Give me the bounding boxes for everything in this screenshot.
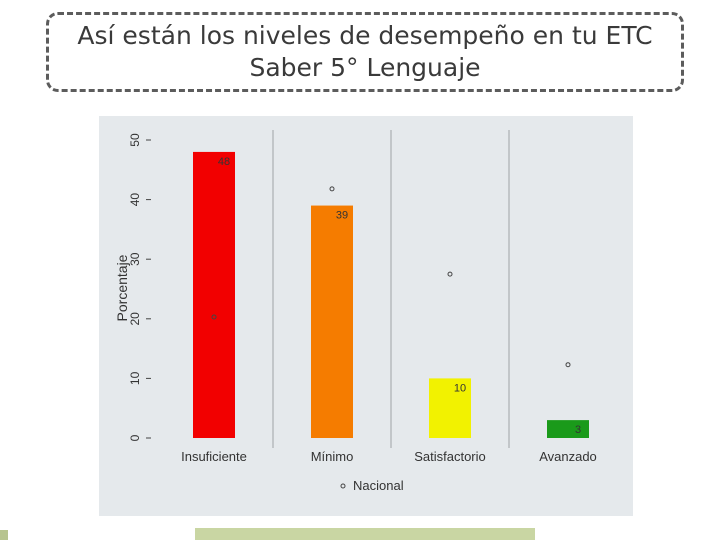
bar-value-label: 3	[575, 424, 581, 436]
y-tick-label: 10	[128, 371, 142, 385]
decorative-corner	[0, 530, 8, 540]
bar-chart: 0 10 20 30 40 50 Porcentaje 48 39 10 3 Insuficiente…	[114, 130, 597, 493]
y-tick-label: 30	[128, 252, 142, 266]
bar-value-label: 48	[218, 156, 230, 168]
slide-title-line1: Así están los niveles de desempeño en tu…	[77, 21, 653, 50]
nacional-point	[447, 271, 453, 277]
x-tick-label: Satisfactorio	[414, 449, 486, 464]
nacional-point	[565, 362, 571, 368]
y-tick-label: 40	[128, 193, 142, 207]
y-tick-label: 20	[128, 312, 142, 326]
nacional-point	[211, 314, 217, 320]
nacional-point	[329, 186, 335, 192]
slide-title: Así están los niveles de desempeño en tu…	[46, 12, 684, 92]
legend-label: Nacional	[353, 478, 404, 493]
decorative-strip	[195, 528, 535, 540]
bar-avanzado	[547, 420, 589, 438]
x-tick-label: Avanzado	[539, 449, 597, 464]
y-tick-label: 50	[128, 133, 142, 147]
y-axis-label: Porcentaje	[114, 254, 130, 321]
y-tick-label: 0	[128, 434, 142, 441]
bar-value-label: 10	[454, 382, 466, 394]
bar-value-label: 39	[336, 210, 348, 222]
bar-insuficiente	[193, 151, 235, 439]
slide-title-line2: Saber 5° Lenguaje	[249, 53, 481, 82]
chart-panel: 0 10 20 30 40 50 Porcentaje 48 39 10 3 Insuficiente…	[99, 116, 633, 516]
x-tick-label: Mínimo	[311, 449, 354, 464]
bar-satisfactorio	[429, 378, 471, 438]
x-tick-label: Insuficiente	[181, 449, 247, 464]
bar-mínimo	[311, 205, 353, 438]
legend-marker	[340, 483, 346, 489]
